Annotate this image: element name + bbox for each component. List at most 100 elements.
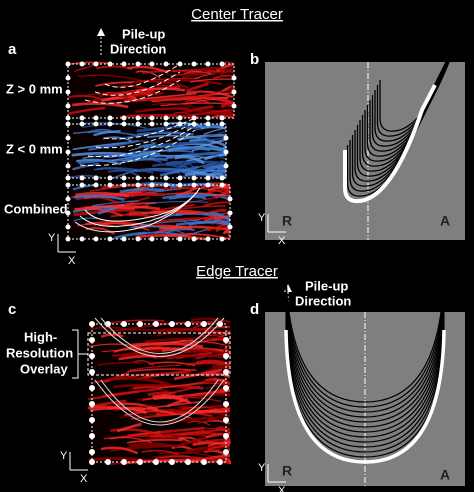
marker <box>89 417 95 423</box>
panel-label: c <box>8 301 16 318</box>
marker <box>65 163 71 169</box>
marker <box>231 75 237 81</box>
marker <box>205 175 211 181</box>
marker <box>153 321 159 327</box>
streak <box>161 347 224 353</box>
pile-up-text: Pile-up <box>305 278 348 293</box>
marker <box>205 236 211 242</box>
overlay-label: High- <box>24 329 57 344</box>
marker <box>217 321 223 327</box>
streak <box>224 458 231 463</box>
streak <box>126 438 183 444</box>
marker <box>169 321 175 327</box>
streak <box>152 102 195 108</box>
marker <box>219 121 225 127</box>
marker <box>177 115 183 121</box>
streak <box>197 138 227 149</box>
marker <box>135 121 141 127</box>
streak <box>118 322 168 332</box>
marker <box>205 182 211 188</box>
streak <box>184 95 235 105</box>
marker <box>107 182 113 188</box>
marker <box>89 385 95 391</box>
streak <box>166 161 189 170</box>
marker <box>219 61 225 67</box>
streak <box>196 414 231 425</box>
streak <box>109 436 153 444</box>
streak <box>95 81 133 87</box>
marker <box>121 121 127 127</box>
side-label: A <box>440 467 450 483</box>
streak <box>195 393 231 399</box>
marker <box>153 459 159 465</box>
marker <box>121 321 127 327</box>
streak <box>101 96 137 102</box>
curve <box>285 319 445 453</box>
streak <box>136 122 207 133</box>
streak <box>91 399 127 408</box>
marker <box>79 61 85 67</box>
marker <box>149 61 155 67</box>
streak <box>108 376 172 387</box>
streak <box>184 71 212 75</box>
marker <box>135 115 141 121</box>
row-label: Z < 0 mm <box>6 141 63 156</box>
streak <box>205 381 231 390</box>
marker <box>137 321 143 327</box>
streak <box>206 412 231 422</box>
streak <box>115 402 159 411</box>
axis-arrows <box>267 464 286 483</box>
streak <box>185 90 234 99</box>
streak <box>113 231 147 240</box>
streak <box>186 153 227 162</box>
streak <box>150 432 225 438</box>
streak <box>113 169 137 179</box>
streak <box>147 391 176 397</box>
marker <box>231 103 237 109</box>
streak <box>128 80 189 89</box>
streak <box>116 422 142 433</box>
streak <box>100 446 139 455</box>
streak <box>131 341 204 349</box>
streak <box>123 140 157 144</box>
streak <box>78 74 147 83</box>
marker <box>89 353 95 359</box>
trace <box>94 317 225 357</box>
marker <box>79 182 85 188</box>
marker <box>177 236 183 242</box>
streak <box>187 420 211 427</box>
streak <box>186 112 235 117</box>
marker <box>201 459 207 465</box>
curve <box>285 314 445 448</box>
streak <box>89 343 132 348</box>
marker <box>219 236 225 242</box>
marker <box>89 401 95 407</box>
axis-label: X <box>278 485 286 492</box>
marker <box>105 321 111 327</box>
streak <box>122 157 168 164</box>
marker <box>93 236 99 242</box>
streak <box>185 99 210 104</box>
overlay-box <box>87 332 231 376</box>
highlight-curve <box>284 329 446 464</box>
curve <box>285 294 445 428</box>
marker <box>163 182 169 188</box>
marker <box>191 121 197 127</box>
streak <box>119 410 195 419</box>
streak <box>222 230 231 235</box>
streak <box>127 65 169 74</box>
streak <box>215 148 227 156</box>
streak <box>69 174 103 179</box>
streak <box>129 225 185 234</box>
streak <box>129 192 157 198</box>
trace <box>100 317 219 354</box>
highlight-curve <box>343 84 437 204</box>
streak <box>156 328 187 337</box>
overlay-label: Overlay <box>20 361 68 376</box>
marker <box>205 121 211 127</box>
streak <box>135 107 189 114</box>
axis-label: X <box>80 473 88 485</box>
streak <box>109 99 183 105</box>
trace <box>95 121 196 149</box>
marker <box>201 321 207 327</box>
